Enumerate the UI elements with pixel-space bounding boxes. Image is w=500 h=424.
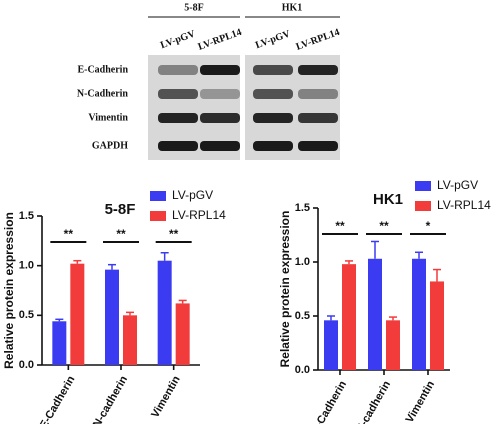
band: [298, 141, 338, 151]
significance-label: **: [335, 219, 345, 233]
bar: [386, 320, 400, 370]
group-label: HK1: [282, 2, 303, 13]
legend-swatch: [415, 181, 431, 191]
x-tick-label: N-cadherin: [91, 374, 130, 424]
y-tick-label: 1.5: [19, 210, 34, 222]
x-tick-label: Vimentin: [404, 379, 438, 424]
bar: [157, 260, 172, 365]
band: [200, 65, 240, 75]
legend-label: LV-pGV: [437, 178, 478, 192]
y-tick-label: 0.0: [19, 359, 34, 371]
y-axis-label: Relative protein expression: [2, 212, 16, 369]
row-label: Vimentin: [88, 112, 128, 123]
band: [298, 113, 338, 123]
bar: [123, 315, 137, 365]
band: [253, 113, 293, 123]
bar: [430, 281, 444, 370]
legend-swatch: [415, 201, 431, 211]
significance-label: *: [426, 219, 431, 233]
group-label: 5-8F: [184, 2, 203, 13]
legend-label: LV-RPL14: [437, 198, 491, 212]
bar: [324, 320, 338, 370]
bar: [368, 258, 382, 370]
band: [200, 89, 240, 99]
x-tick-label: N-cadherin: [354, 379, 393, 424]
band: [298, 65, 338, 75]
band: [200, 113, 240, 123]
y-tick-label: 1.0: [19, 260, 34, 272]
legend-swatch: [150, 191, 166, 201]
bar: [52, 321, 67, 365]
band: [158, 65, 198, 75]
lane-label: LV-RPL14: [197, 27, 244, 53]
lane-label: LV-pGV: [159, 28, 197, 51]
chart-title: HK1: [373, 191, 403, 208]
bar: [105, 269, 119, 365]
band: [298, 89, 338, 99]
row-label: GAPDH: [92, 140, 128, 151]
row-label: E-Cadherin: [77, 64, 128, 75]
significance-label: **: [379, 219, 389, 233]
band: [158, 141, 198, 151]
lane-label: LV-pGV: [254, 28, 292, 51]
legend-label: LV-pGV: [172, 188, 213, 202]
band: [253, 141, 293, 151]
bar: [412, 258, 426, 370]
y-tick-label: 0.5: [295, 310, 310, 322]
x-tick-label: E-Cadherin: [309, 379, 349, 424]
x-tick-label: E-Cadherin: [38, 374, 78, 424]
y-tick-label: 0.5: [19, 309, 34, 321]
significance-label: **: [64, 227, 74, 241]
y-tick-label: 1.0: [295, 256, 310, 268]
legend-label: LV-RPL14: [172, 208, 226, 222]
y-tick-label: 0.0: [295, 364, 310, 376]
bar: [342, 264, 356, 370]
bar: [175, 303, 190, 365]
significance-label: **: [116, 227, 126, 241]
band: [158, 89, 198, 99]
row-label: N-Cadherin: [77, 88, 129, 99]
y-axis-label: Relative protein expression: [278, 211, 292, 368]
x-tick-label: Vimentin: [149, 374, 183, 420]
bar: [70, 263, 85, 365]
band: [253, 89, 293, 99]
band: [253, 65, 293, 75]
band: [158, 113, 198, 123]
band: [200, 141, 240, 151]
lane-label: LV-RPL14: [295, 27, 342, 53]
chart-title: 5-8F: [105, 201, 136, 218]
legend-swatch: [150, 211, 166, 221]
y-tick-label: 1.5: [295, 202, 310, 214]
significance-label: **: [169, 227, 179, 241]
